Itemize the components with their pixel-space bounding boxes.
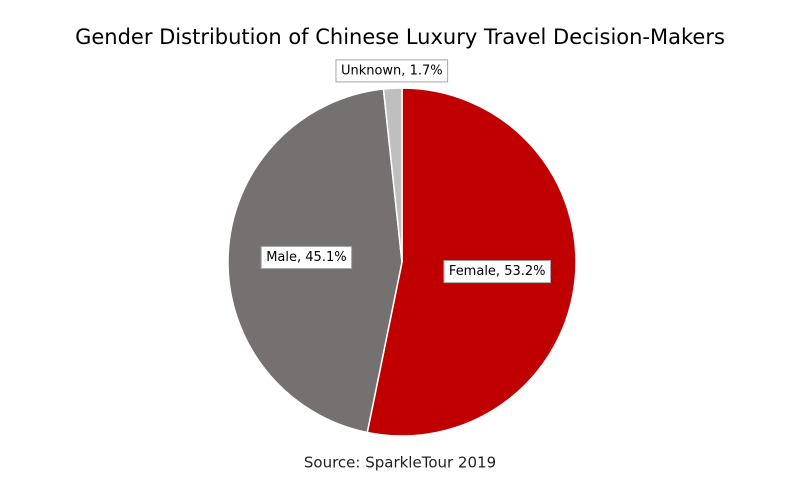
pie-slice <box>382 87 403 263</box>
data-label: Female, 53.2% <box>449 264 546 279</box>
data-label-box <box>335 59 449 83</box>
data-label: Male, 45.1% <box>266 250 346 265</box>
data-label-box <box>260 245 353 269</box>
data-label: Unknown, 1.7% <box>341 63 443 78</box>
chart-title: Gender Distribution of Chinese Luxury Tr… <box>75 25 725 49</box>
source-note: Source: SparkleTour 2019 <box>304 454 496 472</box>
data-label-box <box>443 260 552 284</box>
